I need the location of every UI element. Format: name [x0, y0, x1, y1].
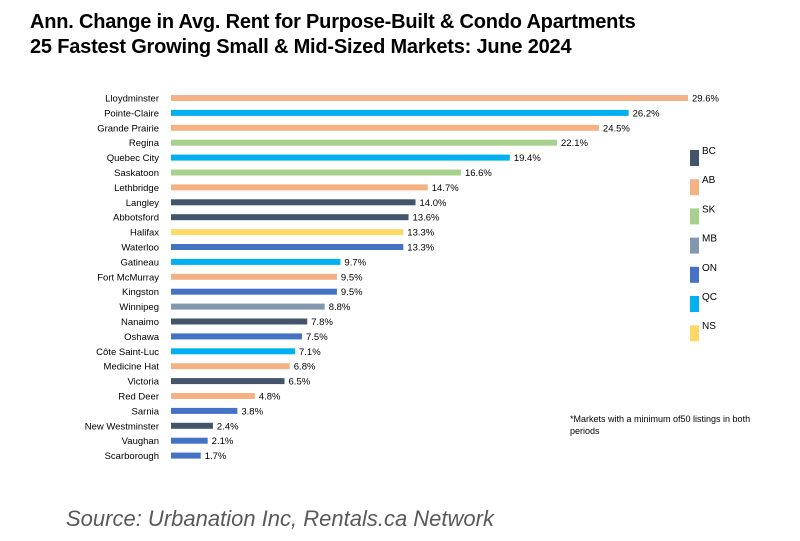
legend-label: MB [702, 234, 717, 245]
bar [171, 273, 337, 280]
category-label: Abbotsford [113, 213, 159, 224]
legend-swatch [690, 266, 699, 283]
chart-title: Ann. Change in Avg. Rent for Purpose-Bui… [30, 10, 636, 60]
data-label: 9.5% [341, 287, 363, 298]
bars-layer: Lloydminster 29.6% Pointe-Claire 26.2% Grand… [85, 94, 720, 463]
category-label: Winnipeg [119, 302, 159, 313]
category-label: Halifax [130, 228, 159, 239]
data-label: 3.8% [241, 406, 263, 417]
data-label: 9.7% [344, 257, 366, 268]
bar [171, 407, 238, 414]
bar [171, 244, 404, 250]
bar [171, 199, 416, 206]
legend-label: BC [702, 146, 716, 157]
category-label: Lloydminster [105, 94, 159, 105]
data-label: 9.5% [341, 272, 363, 283]
bar [171, 95, 688, 101]
data-label: 4.8% [259, 392, 281, 403]
bar [171, 422, 213, 429]
bar [171, 139, 558, 146]
legend-swatch [690, 179, 699, 196]
category-label: Victoria [127, 377, 159, 388]
data-label: 6.5% [289, 377, 311, 388]
category-label: Sarnia [132, 406, 160, 417]
data-label: 1.7% [205, 451, 227, 462]
category-label: Saskatoon [114, 168, 159, 179]
bar [171, 184, 428, 191]
data-label: 14.0% [420, 198, 447, 209]
data-label: 2.4% [217, 421, 239, 432]
data-label: 8.8% [329, 302, 351, 313]
legend-label: NS [702, 321, 716, 332]
category-label: Nanaimo [121, 317, 159, 328]
bar [171, 214, 409, 221]
category-label: Kingston [122, 287, 159, 298]
bar [171, 154, 510, 161]
bar [171, 229, 404, 236]
category-label: Scarborough [105, 451, 159, 462]
bar [171, 452, 201, 459]
category-label: Medicine Hat [104, 362, 160, 373]
category-label: Fort McMurray [97, 272, 159, 283]
bar [171, 169, 461, 176]
legend-swatch [690, 296, 699, 312]
legend-label: SK [702, 204, 716, 215]
category-label: Regina [129, 138, 160, 149]
legend-swatch [690, 208, 699, 225]
category-label: Gatineau [120, 257, 159, 268]
legend: BC AB SK MB ON QC NS [690, 146, 717, 342]
category-label: Quebec City [107, 153, 160, 164]
bar [171, 348, 296, 355]
bar [171, 258, 341, 265]
data-label: 14.7% [432, 183, 459, 194]
data-label: 7.8% [311, 317, 333, 328]
category-label: Lethbridge [114, 183, 159, 194]
footnote: *Markets with a minimum of50 listings in… [570, 414, 751, 436]
legend-label: AB [702, 175, 716, 186]
data-label: 6.8% [294, 362, 316, 373]
data-label: 26.2% [633, 108, 660, 119]
bar [171, 288, 337, 295]
bar [171, 109, 629, 116]
category-label: Langley [126, 198, 160, 209]
legend-label: QC [702, 292, 717, 303]
title-line-1: Ann. Change in Avg. Rent for Purpose-Bui… [30, 11, 636, 33]
data-label: 7.5% [306, 332, 328, 343]
bar [171, 333, 302, 340]
category-label: Red Deer [118, 392, 159, 403]
bar [171, 378, 285, 385]
legend-swatch [690, 150, 699, 166]
bar [171, 303, 325, 310]
category-label: Vaughan [122, 436, 159, 447]
legend-label: ON [702, 263, 717, 274]
data-label: 7.1% [299, 347, 321, 358]
category-label: Côte Saint-Luc [96, 347, 159, 358]
category-label: Grande Prairie [97, 123, 159, 134]
bar [171, 363, 290, 370]
legend-swatch [690, 237, 699, 254]
bar [171, 437, 208, 444]
data-label: 13.6% [413, 213, 440, 224]
data-label: 13.3% [407, 228, 434, 239]
bar [171, 124, 599, 131]
bar [171, 393, 255, 399]
bar [171, 318, 308, 325]
data-label: 29.6% [692, 94, 719, 105]
data-label: 16.6% [465, 168, 492, 179]
data-label: 22.1% [561, 138, 588, 149]
data-label: 24.5% [603, 123, 630, 134]
source-note: Source: Urbanation Inc, Rentals.ca Netwo… [66, 506, 494, 531]
data-label: 13.3% [407, 243, 434, 254]
category-label: New Westminster [85, 421, 159, 432]
category-label: Pointe-Claire [104, 108, 159, 119]
data-label: 2.1% [212, 436, 234, 447]
title-line-2: 25 Fastest Growing Small & Mid-Sized Mar… [30, 36, 572, 58]
data-label: 19.4% [514, 153, 541, 164]
category-label: Waterloo [121, 243, 159, 254]
category-label: Oshawa [124, 332, 160, 343]
legend-swatch [690, 325, 699, 342]
